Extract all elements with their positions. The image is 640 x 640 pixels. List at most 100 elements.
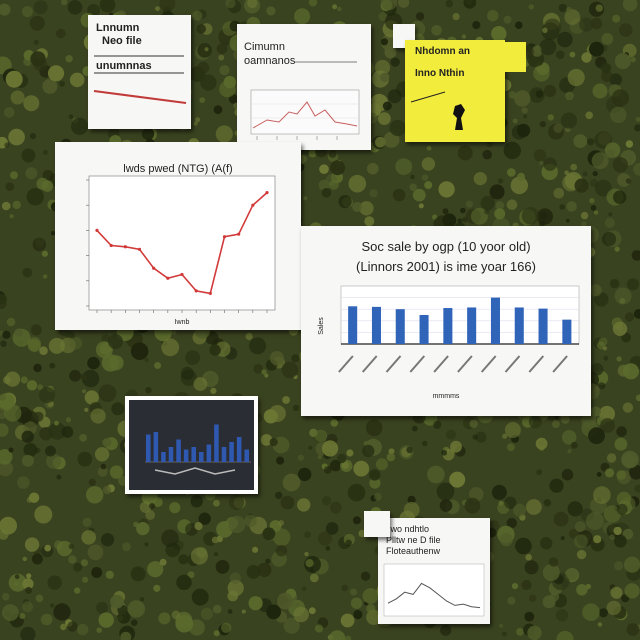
foliage-blob	[269, 438, 278, 447]
foliage-blob	[190, 547, 208, 565]
foliage-blob	[21, 6, 33, 18]
foliage-blob	[499, 623, 504, 628]
foliage-blob	[68, 555, 77, 564]
dark-chart-bar	[214, 424, 219, 462]
foliage-blob	[438, 181, 455, 198]
foliage-blob	[102, 438, 112, 447]
foliage-blob	[589, 284, 602, 297]
foliage-blob	[594, 179, 612, 197]
foliage-blob	[347, 483, 366, 502]
foliage-blob	[152, 497, 163, 507]
foliage-blob	[228, 515, 246, 534]
foliage-blob	[614, 437, 628, 451]
foliage-blob	[608, 212, 613, 217]
foliage-blob	[380, 0, 398, 11]
foliage-blob	[486, 141, 493, 148]
foliage-blob	[410, 174, 415, 180]
foliage-blob	[380, 72, 390, 83]
foliage-blob	[305, 559, 314, 568]
foliage-blob	[345, 635, 352, 640]
foliage-blob	[308, 607, 316, 615]
foliage-blob	[278, 520, 285, 526]
dark-chart-bar	[191, 447, 196, 462]
foliage-blob	[297, 498, 311, 512]
foliage-blob	[606, 453, 617, 463]
foliage-blob	[10, 171, 18, 180]
foliage-blob	[12, 200, 21, 210]
foliage-blob	[421, 174, 429, 181]
foliage-blob	[28, 492, 40, 503]
foliage-blob	[515, 537, 532, 555]
foliage-blob	[41, 250, 49, 257]
foliage-blob	[482, 149, 493, 160]
foliage-blob	[491, 484, 507, 500]
foliage-blob	[79, 433, 87, 442]
foliage-blob	[47, 575, 62, 590]
foliage-blob	[30, 51, 46, 67]
foliage-blob	[470, 207, 488, 225]
foliage-blob	[461, 34, 467, 39]
foliage-blob	[564, 9, 581, 25]
foliage-blob	[553, 123, 563, 133]
foliage-blob	[22, 556, 27, 562]
foliage-blob	[26, 188, 44, 206]
foliage-blob	[585, 111, 593, 120]
foliage-blob	[4, 404, 22, 422]
foliage-blob	[609, 534, 615, 540]
foliage-blob	[190, 495, 203, 508]
dark-chart-scribble	[154, 467, 236, 475]
foliage-blob	[23, 443, 38, 457]
foliage-blob	[564, 170, 569, 176]
dark-chart-bar	[176, 439, 181, 462]
foliage-blob	[29, 15, 45, 31]
foliage-blob	[37, 384, 44, 391]
foliage-blob	[426, 145, 432, 151]
foliage-blob	[598, 382, 606, 390]
foliage-blob	[566, 6, 572, 13]
foliage-blob	[155, 6, 160, 11]
foliage-blob	[252, 546, 259, 553]
card-a-trend-line	[93, 90, 187, 104]
foliage-blob	[149, 503, 156, 510]
foliage-blob	[87, 356, 100, 370]
sticky-line2: Inno Nthin	[415, 68, 464, 79]
sticky-note-tab	[470, 42, 526, 72]
foliage-blob	[303, 196, 308, 201]
foliage-blob	[543, 157, 557, 171]
foliage-blob	[88, 478, 97, 487]
foliage-blob	[491, 26, 507, 42]
foliage-blob	[96, 627, 102, 633]
foliage-blob	[390, 57, 400, 67]
foliage-blob	[96, 601, 108, 614]
foliage-blob	[625, 140, 634, 148]
bar-chart-title: Soc sale by ogp (10 yoor old)	[361, 239, 530, 254]
foliage-blob	[341, 461, 350, 470]
foliage-blob	[484, 209, 490, 215]
foliage-blob	[105, 570, 114, 579]
foliage-blob	[561, 430, 577, 445]
foliage-blob	[553, 511, 569, 527]
foliage-blob	[596, 472, 602, 477]
foliage-blob	[159, 558, 167, 566]
foliage-blob	[77, 451, 93, 467]
foliage-blob	[462, 217, 468, 223]
foliage-blob	[308, 445, 313, 450]
foliage-blob	[5, 182, 15, 192]
foliage-blob	[375, 458, 388, 471]
foliage-blob	[592, 171, 598, 177]
foliage-blob	[30, 324, 42, 336]
bar-chart-bar	[467, 307, 477, 344]
foliage-blob	[82, 389, 86, 394]
foliage-blob	[613, 526, 622, 536]
foliage-blob	[614, 561, 624, 571]
foliage-blob	[31, 553, 43, 565]
foliage-blob	[504, 422, 521, 438]
foliage-blob	[587, 138, 595, 146]
bar-chart-tick-label	[504, 355, 521, 373]
foliage-blob	[362, 444, 375, 458]
foliage-blob	[353, 460, 370, 477]
foliage-blob	[19, 613, 26, 619]
foliage-blob	[101, 354, 120, 372]
foliage-blob	[555, 609, 569, 622]
foliage-blob	[71, 117, 89, 135]
